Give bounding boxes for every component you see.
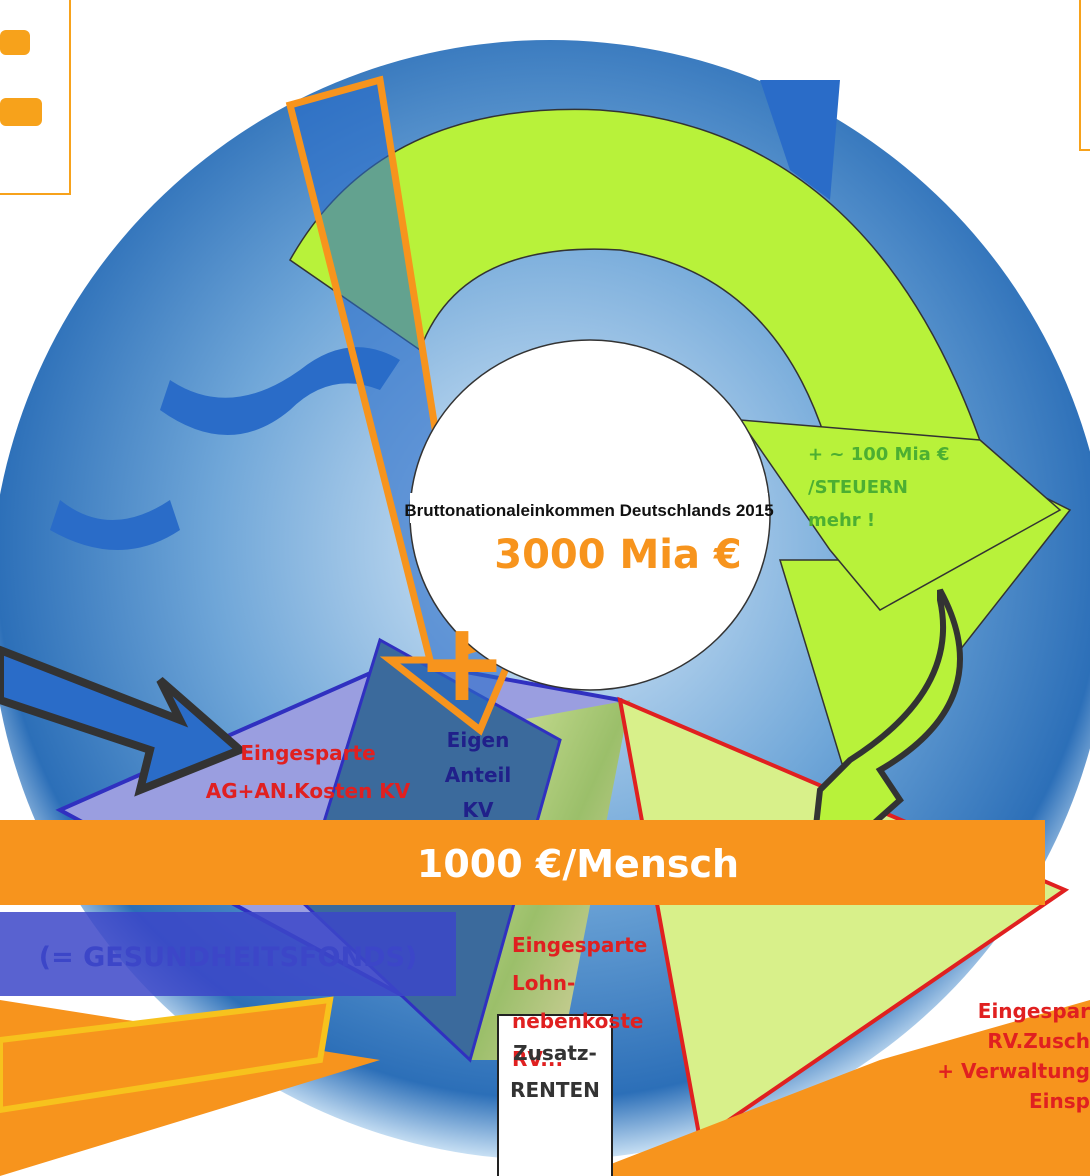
fund-label: (= GESUNDHEITSFONDS) [39, 942, 418, 973]
dark-arrow [0, 645, 248, 797]
corner-bar [0, 98, 42, 126]
center-title: Bruttonationaleinkommen Deutschlands 201… [404, 501, 773, 520]
blue-arrow [50, 500, 180, 550]
banner-text: 1000 €/Mensch [417, 842, 739, 886]
plus-sign: + [416, 598, 508, 726]
segment-label: Eingesparte [240, 741, 375, 765]
corner-bar [0, 30, 30, 55]
bottom-fill [580, 1000, 1090, 1176]
box-label: RENTEN [510, 1078, 600, 1102]
segment-label: + Verwaltung [937, 1059, 1090, 1083]
zusatz-box [497, 1014, 613, 1176]
segment-label: Anteil [445, 763, 512, 787]
blue-arrow [760, 80, 840, 200]
tax-note: mehr ! [808, 510, 875, 531]
center-title-box [410, 493, 768, 523]
segment-label: Eingespar [978, 999, 1090, 1023]
segment-label: nebenkoste [512, 1009, 643, 1033]
fund-box [0, 912, 456, 996]
corner-box [1079, 0, 1090, 151]
blue-arrow [160, 347, 400, 435]
segment-label: RV... [512, 1047, 563, 1071]
yellow-arrow [0, 996, 334, 1114]
segment-label: Lohn- [512, 971, 575, 995]
segment-label: Einsp [1029, 1089, 1090, 1113]
box-label: Zusatz- [513, 1041, 597, 1065]
segment-label: Eingesparte [512, 933, 647, 957]
segment-label: KV [463, 798, 494, 822]
tax-note: + ~ 100 Mia € [808, 444, 950, 465]
tax-note: /STEUERN [808, 477, 908, 498]
orange-arrow [285, 75, 527, 736]
segment-label: RV.Zusch [987, 1029, 1090, 1053]
center-amount: 3000 Mia € [494, 532, 742, 578]
green-arrow [738, 419, 1062, 611]
corner-box [0, 0, 71, 195]
segment-label: Eigen [447, 728, 510, 752]
banner [0, 820, 1045, 905]
segment-label: AG+AN.Kosten KV [206, 779, 411, 803]
